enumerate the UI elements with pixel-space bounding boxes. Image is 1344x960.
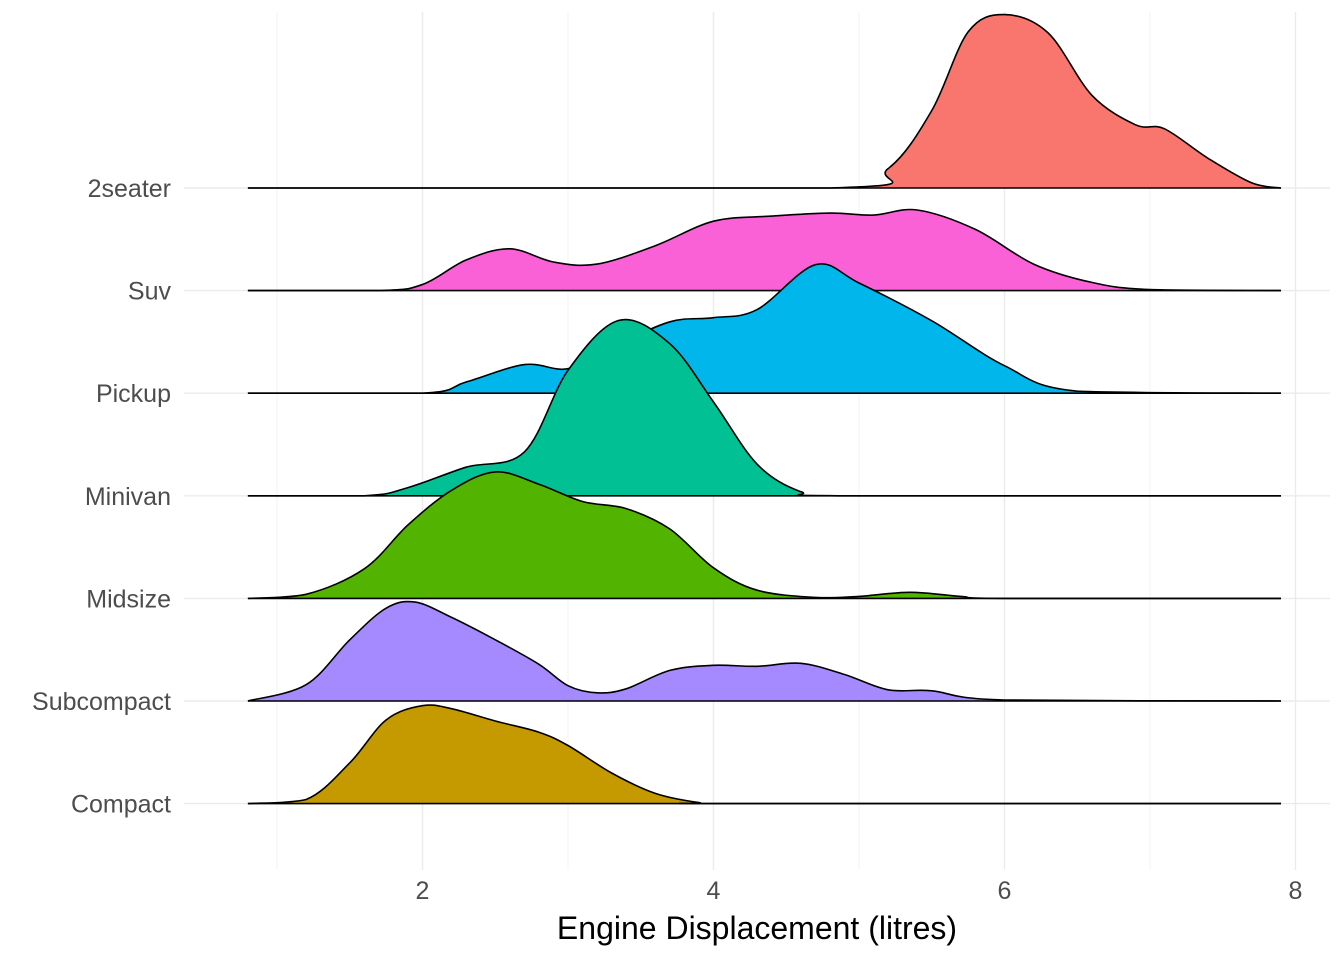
ridge-fill-compact xyxy=(247,705,1281,804)
ridge-compact xyxy=(247,704,1281,805)
ridge-fill-pickup xyxy=(247,263,1281,394)
ridge-outline-midsize xyxy=(247,471,1281,600)
x-tick-label: 6 xyxy=(998,877,1012,905)
x-axis-title: Engine Displacement (litres) xyxy=(557,910,957,946)
ridge-pickup xyxy=(247,263,1282,395)
x-tick-label: 8 xyxy=(1289,877,1303,905)
ridge-outline-subcompact xyxy=(247,600,1282,702)
ridge-fill-suv xyxy=(247,209,1281,291)
ridge-midsize xyxy=(247,471,1281,600)
ridges xyxy=(247,13,1282,805)
ridge-suv xyxy=(247,208,1282,292)
x-tick-label: 2 xyxy=(416,877,430,905)
y-tick-label: Pickup xyxy=(96,380,171,408)
y-tick-label: Minivan xyxy=(85,483,171,511)
x-axis: 2 4 6 8 xyxy=(416,877,1303,905)
ridge-2seater xyxy=(247,13,1282,189)
y-axis: Compact Subcompact Midsize Minivan Pickup Suv… xyxy=(32,175,171,819)
x-tick-label: 4 xyxy=(707,877,721,905)
ridge-minivan xyxy=(247,318,1281,497)
ridge-fill-subcompact xyxy=(247,601,1281,701)
ridge-fill-midsize xyxy=(247,471,1281,599)
ridge-outline-pickup xyxy=(247,263,1282,395)
y-tick-label: Suv xyxy=(128,278,172,306)
y-tick-label: Midsize xyxy=(86,585,171,613)
ridge-outline-suv xyxy=(247,208,1282,292)
y-tick-label: Subcompact xyxy=(32,688,171,716)
y-tick-label: Compact xyxy=(71,791,171,819)
ridge-subcompact xyxy=(247,600,1282,702)
ridge-fill-2seater xyxy=(247,14,1281,189)
y-tick-label: 2seater xyxy=(88,175,171,203)
